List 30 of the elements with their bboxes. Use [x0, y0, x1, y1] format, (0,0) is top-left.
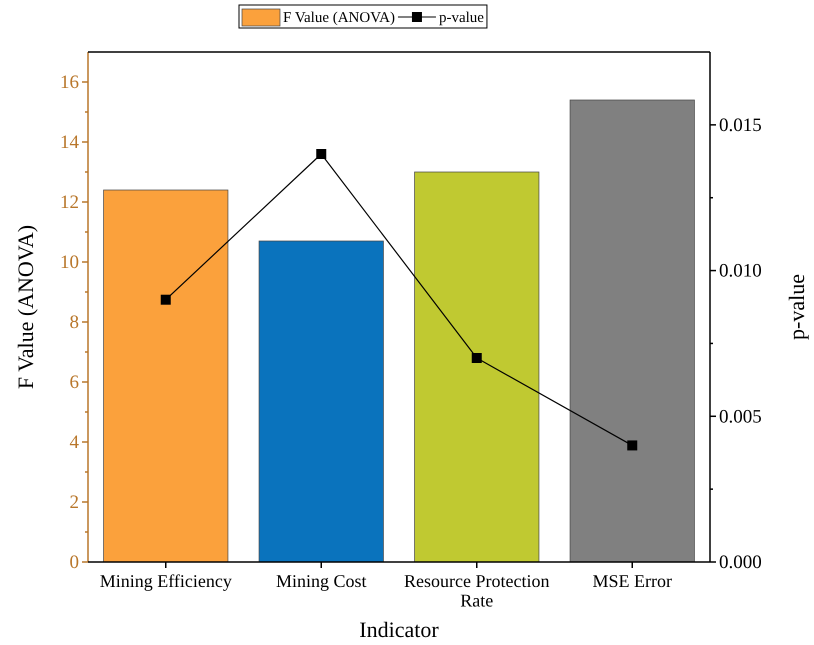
y-tick-label: 4 — [70, 432, 80, 454]
y-tick-label: 6 — [70, 372, 79, 394]
x-tick-label: Resource Protection Rate — [404, 570, 550, 611]
point — [472, 353, 482, 363]
y-tick-label: 10 — [60, 252, 79, 274]
point — [316, 149, 326, 159]
y2-tick-label: 0.015 — [719, 114, 762, 136]
x-axis-title: Indicator — [359, 617, 440, 642]
y-axis-title: F Value (ANOVA) — [13, 224, 38, 390]
legend-label: F Value (ANOVA) — [283, 10, 395, 26]
y-tick-label: 12 — [60, 192, 79, 214]
bar — [103, 190, 228, 562]
bar — [414, 172, 540, 562]
x-tick-label: MSE Error — [592, 570, 672, 591]
y2-tick-label: 0.005 — [719, 406, 762, 428]
y-tick-label: 16 — [60, 72, 79, 94]
y-tick-label: 2 — [70, 492, 79, 514]
y2-axis-title: p-value — [784, 274, 809, 340]
legend-label: p-value — [438, 10, 484, 26]
y-tick-label: 8 — [70, 312, 79, 334]
y2-tick-label: 0.010 — [719, 260, 762, 282]
x-tick-label: Mining Cost — [276, 570, 367, 591]
y2-tick-label: 0.000 — [719, 552, 762, 574]
point — [160, 294, 171, 305]
y-tick-label: 14 — [60, 132, 80, 154]
x-tick-label: Mining Efficiency — [100, 570, 232, 591]
bar — [258, 240, 384, 562]
y-tick-label: 0 — [70, 552, 79, 574]
bar — [570, 100, 695, 562]
point — [627, 440, 638, 450]
